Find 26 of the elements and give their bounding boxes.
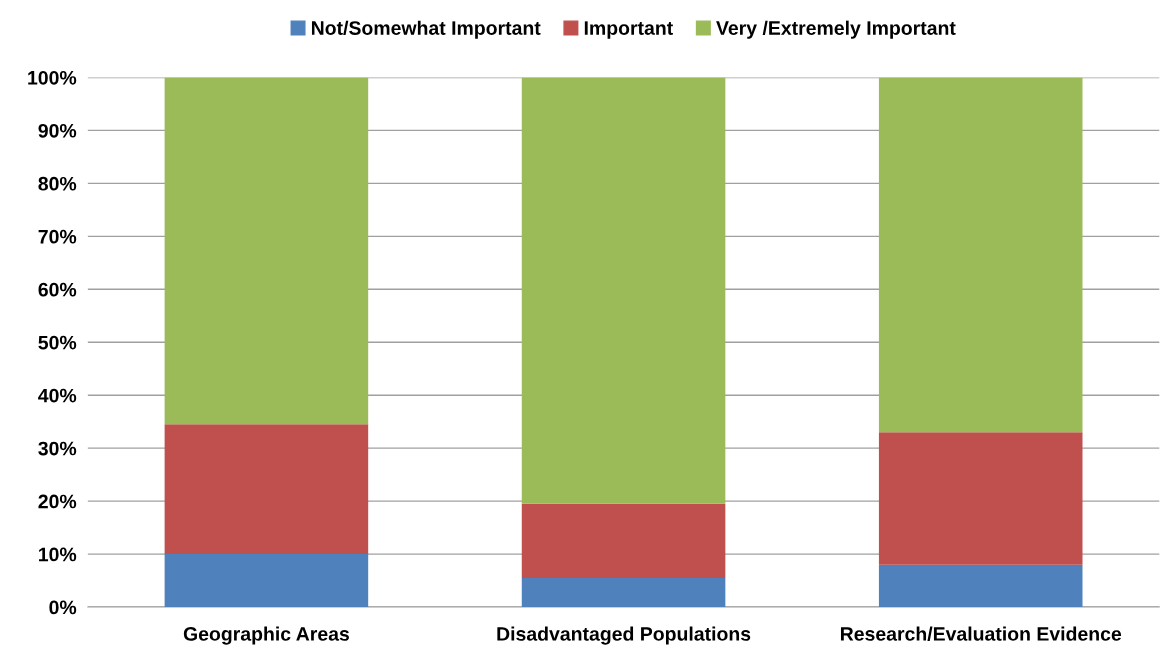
y-tick-label: 70% — [38, 229, 77, 244]
y-tick-label: 50% — [38, 335, 77, 350]
y-tick-label: 80% — [38, 176, 77, 191]
bar — [164, 554, 369, 608]
y-tick-label: 40% — [38, 388, 77, 403]
y-tick-label: 100% — [28, 70, 77, 85]
x-tick-label: Disadvantaged Populations — [497, 626, 751, 645]
bar — [878, 432, 1083, 565]
bar — [164, 424, 369, 555]
bar — [521, 577, 726, 608]
legend-label: Very /Extremely Important — [716, 20, 956, 39]
x-tick-label: Research/Evaluation Evidence — [840, 626, 1122, 641]
y-tick-label: 20% — [38, 494, 77, 509]
x-tick-label: Geographic Areas — [183, 626, 349, 645]
y-tick-label: 90% — [38, 123, 77, 138]
bar — [878, 77, 1083, 433]
legend-label: Not/Somewhat Important — [311, 20, 541, 39]
bar — [521, 77, 726, 504]
bar — [521, 503, 726, 578]
bar — [878, 564, 1083, 608]
y-tick-label: 30% — [38, 441, 77, 456]
y-tick-label: 10% — [39, 547, 77, 562]
y-tick-label: 0% — [49, 600, 77, 615]
y-tick-label: 60% — [38, 282, 77, 297]
bar — [164, 77, 369, 425]
legend-label: Important — [584, 21, 673, 39]
